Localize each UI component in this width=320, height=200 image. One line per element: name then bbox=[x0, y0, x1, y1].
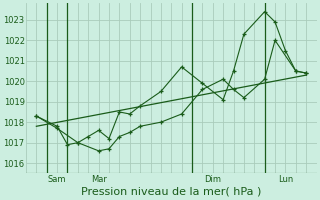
X-axis label: Pression niveau de la mer( hPa ): Pression niveau de la mer( hPa ) bbox=[81, 187, 261, 197]
